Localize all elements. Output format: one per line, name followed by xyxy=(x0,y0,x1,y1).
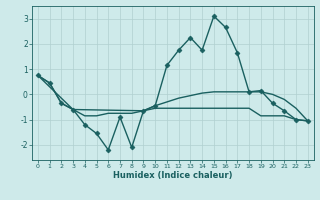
X-axis label: Humidex (Indice chaleur): Humidex (Indice chaleur) xyxy=(113,171,233,180)
